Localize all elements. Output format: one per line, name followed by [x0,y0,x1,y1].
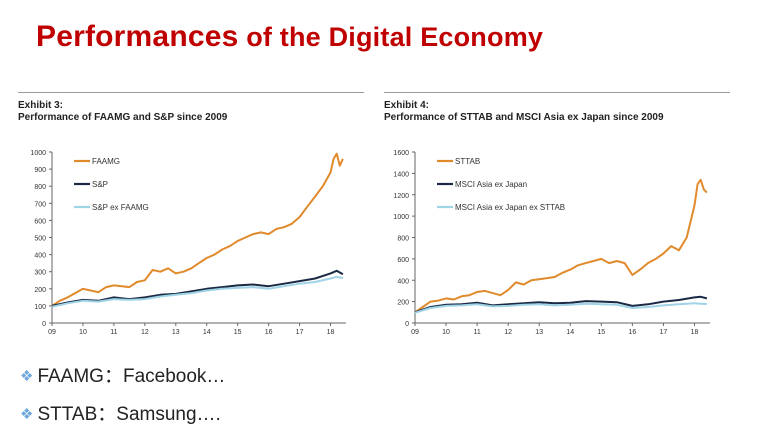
exhibit-3-x-tick-label: 17 [296,329,304,336]
exhibit-3-x-tick-label: 11 [110,329,117,336]
bullet-faamg-text: FAAMG：Facebook… [37,366,226,387]
exhibit-4-y-tick-label: 1000 [393,214,409,221]
exhibit-3-series-line-3 [51,275,344,308]
exhibit-4-y-tick-label: 600 [397,257,409,264]
exhibit-4-y-tick-label: 0 [405,321,409,328]
exhibit-3-y-tick-label: 300 [34,270,46,277]
exhibit-3-x-tick-label: 14 [203,329,211,336]
exhibit-3-title: Performance of FAAMG and S&P since 2009 [18,112,228,123]
exhibit-4-series-line-1 [414,178,708,314]
exhibit-3-rule [18,92,364,93]
exhibit-3-y-tick-label: 1000 [30,150,46,157]
exhibit-3-header: Exhibit 3: Performance of FAAMG and S&P … [18,92,364,123]
exhibit-4-y-tick-label: 400 [397,278,409,285]
exhibit-4-header: Exhibit 4: Performance of STTAB and MSCI… [384,92,730,123]
exhibit-3-x-tick-label: 18 [327,329,335,336]
exhibit-4-legend-label-2: MSCI Asia ex Japan [455,180,527,189]
exhibit-3-label: Exhibit 3: [18,100,64,111]
exhibit-4-x-tick-label: 14 [566,329,574,336]
bullet-sttab: ❖ STTAB：Samsung…. [20,399,221,426]
exhibit-4-x-tick-label: 10 [442,329,450,336]
exhibit-3-x-tick-label: 09 [48,329,56,336]
exhibit-4-y-tick-label: 1600 [393,150,409,157]
diamond-bullet-icon: ❖ [20,368,34,385]
exhibit-3-series-line-2 [51,269,344,307]
exhibit-4-x-tick-label: 16 [628,329,636,336]
exhibit-3-legend-label-3: S&P ex FAAMG [92,203,149,212]
exhibit-3-series-line-1 [51,152,344,307]
exhibit-4-x-tick-label: 12 [504,329,512,336]
exhibit-4-y-tick-label: 200 [397,300,409,307]
bullet-sttab-text: STTAB：Samsung…. [37,404,221,425]
exhibit-3-y-tick-label: 900 [34,167,46,174]
slide-title: Performances of the Digital Economy [36,20,543,54]
diamond-bullet-icon: ❖ [20,406,34,423]
exhibit-3-x-tick-label: 12 [141,329,149,336]
exhibit-4-x-tick-label: 17 [660,329,668,336]
exhibit-3-x-tick-label: 10 [79,329,87,336]
exhibit-3-y-tick-label: 400 [34,253,46,260]
exhibit-4-x-tick-label: 13 [535,329,543,336]
exhibit-4-series-line-3 [414,302,707,314]
slide-title-main: Performances [36,20,239,53]
exhibit-4-y-tick-label: 1400 [393,171,409,178]
exhibit-3-x-tick-label: 13 [172,329,180,336]
exhibit-4-label: Exhibit 4: [384,100,430,111]
exhibit-4-x-tick-label: 15 [597,329,605,336]
exhibit-4-legend-label-3: MSCI Asia ex Japan ex STTAB [455,203,565,212]
exhibit-3-y-tick-label: 800 [34,184,46,191]
exhibit-4-legend-label-1: STTAB [455,157,480,166]
exhibit-4-y-tick-label: 1200 [393,193,409,200]
exhibit-3-y-tick-label: 100 [34,304,46,311]
exhibit-3-legend-label-1: FAAMG [92,157,120,166]
exhibit-4-rule [384,92,730,93]
exhibit-4-x-tick-label: 11 [473,329,480,336]
exhibit-4-series-line-2 [414,295,708,314]
exhibit-4-x-tick-label: 09 [411,329,419,336]
exhibit-4-x-tick-label: 18 [691,329,699,336]
slide-title-rest: of the Digital Economy [238,22,544,52]
exhibit-3-y-tick-label: 600 [34,218,46,225]
exhibit-3-y-tick-label: 200 [34,287,46,294]
exhibit-3-x-tick-label: 16 [265,329,273,336]
exhibit-3-y-tick-label: 0 [42,321,46,328]
exhibit-3-y-tick-label: 700 [34,201,46,208]
exhibit-4-y-tick-label: 800 [397,236,409,243]
exhibit-3-x-tick-label: 15 [234,329,242,336]
exhibit-3-y-tick-label: 500 [34,236,46,243]
bullet-faamg: ❖ FAAMG：Facebook… [20,361,225,388]
exhibit-4-title: Performance of STTAB and MSCI Asia ex Ja… [384,112,664,123]
exhibit-3-legend-label-2: S&P [92,180,108,189]
